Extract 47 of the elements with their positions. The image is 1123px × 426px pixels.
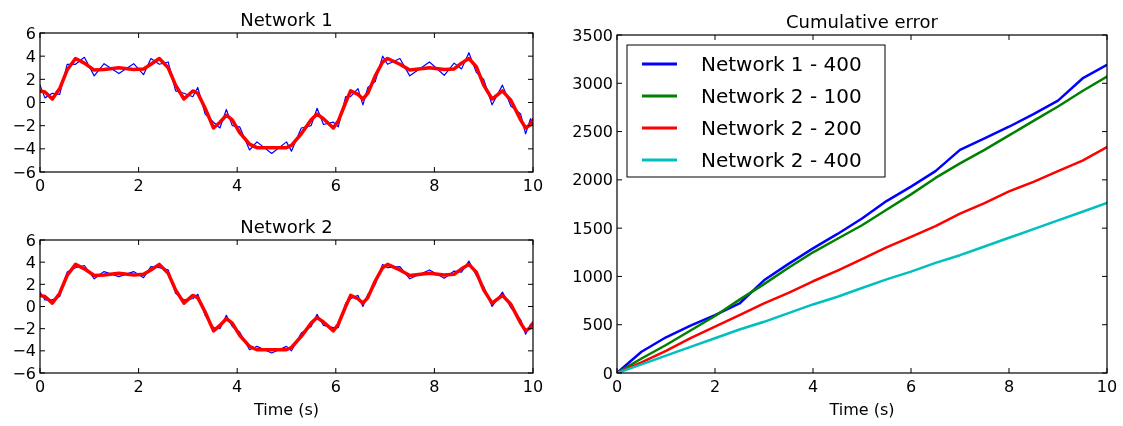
y-tick-label: 0 bbox=[25, 297, 36, 317]
legend-label: Network 2 - 100 bbox=[701, 84, 862, 108]
y-tick-label: −6 bbox=[12, 363, 36, 383]
y-tick-label: −2 bbox=[12, 319, 36, 339]
y-tick-label: 0 bbox=[602, 363, 613, 383]
y-tick-label: −2 bbox=[12, 116, 36, 136]
x-tick-label: 2 bbox=[709, 377, 721, 396]
y-tick-label: 2 bbox=[25, 274, 36, 294]
chart-title: Network 2 bbox=[240, 216, 333, 237]
x-tick-label: 8 bbox=[429, 176, 440, 195]
x-tick-label: 10 bbox=[1096, 377, 1118, 396]
y-tick-label: 3500 bbox=[572, 25, 613, 45]
x-tick-label: 8 bbox=[429, 377, 440, 396]
y-tick-label: 6 bbox=[25, 23, 36, 43]
x-tick-label: 6 bbox=[330, 176, 341, 195]
y-tick-label: 4 bbox=[25, 252, 36, 272]
x-tick-label: 6 bbox=[905, 377, 917, 396]
y-tick-label: 2000 bbox=[572, 170, 613, 190]
y-tick-label: −4 bbox=[12, 139, 36, 159]
x-tick-label: 4 bbox=[807, 377, 819, 396]
x-tick-label: 6 bbox=[330, 377, 341, 396]
y-tick-label: 3000 bbox=[572, 73, 613, 93]
x-tick-label: 8 bbox=[1003, 377, 1015, 396]
x-tick-label: 2 bbox=[133, 176, 144, 195]
y-tick-label: 1500 bbox=[572, 218, 613, 238]
y-tick-label: 2500 bbox=[572, 122, 613, 142]
chart-title: Network 1 bbox=[240, 9, 333, 30]
y-tick-label: 1000 bbox=[572, 267, 613, 287]
x-axis-title: Time (s) bbox=[828, 400, 895, 419]
y-tick-label: 500 bbox=[582, 315, 613, 335]
legend-label: Network 2 - 200 bbox=[701, 116, 862, 140]
x-tick-label: 2 bbox=[133, 377, 144, 396]
chart-title: Cumulative error bbox=[785, 11, 939, 32]
y-tick-label: 0 bbox=[25, 93, 36, 113]
y-tick-label: 6 bbox=[25, 230, 36, 250]
x-axis-title: Time (s) bbox=[252, 400, 320, 419]
x-tick-label: 10 bbox=[522, 377, 544, 396]
legend-label: Network 2 - 400 bbox=[701, 148, 862, 172]
y-tick-label: 4 bbox=[25, 46, 36, 66]
x-tick-label: 10 bbox=[522, 176, 544, 195]
x-tick-label: 4 bbox=[232, 176, 243, 195]
legend-label: Network 1 - 400 bbox=[701, 52, 862, 76]
x-tick-label: 4 bbox=[232, 377, 243, 396]
line-series bbox=[617, 201, 1107, 373]
y-tick-label: 2 bbox=[25, 69, 36, 89]
y-tick-label: −4 bbox=[12, 341, 36, 361]
y-tick-label: −6 bbox=[12, 162, 36, 182]
